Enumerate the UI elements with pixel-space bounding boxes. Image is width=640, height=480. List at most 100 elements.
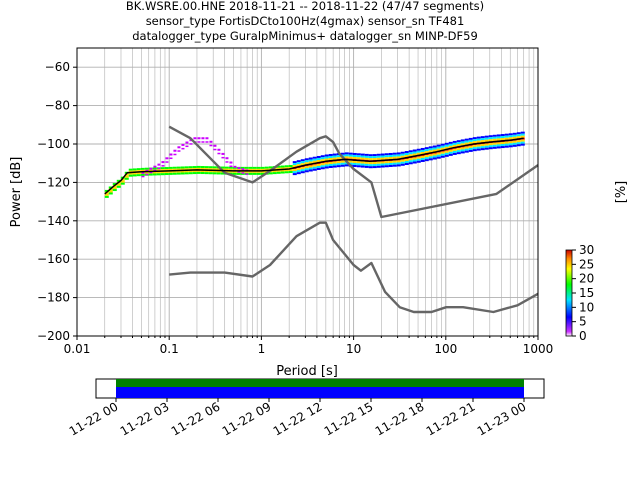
y-tick-label: −160 bbox=[37, 252, 70, 266]
pdf-cell bbox=[217, 148, 221, 151]
pdf-cell bbox=[496, 142, 501, 145]
pdf-cell bbox=[108, 190, 113, 193]
pdf-cell bbox=[128, 168, 133, 171]
pdf-cell bbox=[304, 170, 309, 173]
pdf-cell bbox=[372, 154, 377, 157]
pdf-cell bbox=[116, 183, 121, 186]
pdf-cell bbox=[516, 140, 521, 143]
pdf-cell bbox=[308, 159, 313, 162]
pdf-cell bbox=[400, 161, 405, 164]
pdf-cell bbox=[112, 183, 117, 186]
pdf-cell bbox=[312, 158, 317, 161]
pdf-cell bbox=[120, 180, 125, 183]
pdf-cell bbox=[149, 171, 153, 174]
pdf-cell bbox=[156, 169, 161, 172]
pdf-cell bbox=[436, 148, 441, 151]
pdf-cell bbox=[516, 132, 521, 135]
pdf-cell bbox=[328, 155, 333, 158]
pdf-cell bbox=[316, 155, 321, 158]
x-tick-label: 10 bbox=[346, 342, 361, 356]
pdf-cell bbox=[236, 172, 241, 175]
pdf-cell bbox=[164, 171, 169, 174]
pdf-cell bbox=[388, 160, 393, 163]
pdf-cell bbox=[176, 168, 181, 171]
pdf-cell bbox=[372, 158, 377, 161]
pdf-cell bbox=[232, 170, 237, 173]
pdf-cell bbox=[140, 173, 145, 176]
pdf-cell bbox=[452, 152, 457, 155]
pdf-cell bbox=[452, 142, 457, 145]
pdf-cell bbox=[340, 152, 345, 155]
pdf-cell bbox=[420, 149, 425, 152]
pdf-cell bbox=[336, 155, 341, 158]
pdf-cell bbox=[452, 144, 457, 147]
pdf-cell bbox=[476, 136, 481, 139]
pdf-cell bbox=[288, 168, 293, 171]
pdf-cell bbox=[276, 167, 281, 170]
pdf-cell bbox=[428, 154, 433, 157]
pdf-cell bbox=[192, 168, 197, 171]
pdf-cell bbox=[336, 157, 341, 160]
pdf-cell bbox=[156, 173, 161, 176]
pdf-cell bbox=[436, 144, 441, 147]
pdf-cell bbox=[324, 164, 329, 167]
pdf-cell bbox=[184, 168, 189, 171]
pdf-cell bbox=[476, 148, 481, 151]
pdf-cell bbox=[292, 169, 297, 172]
pdf-cell bbox=[432, 149, 437, 152]
pdf-cell bbox=[177, 150, 181, 152]
pdf-cell bbox=[308, 157, 313, 160]
pdf-cell bbox=[372, 164, 377, 167]
pdf-cell bbox=[488, 139, 493, 142]
pdf-cell bbox=[225, 157, 229, 160]
pdf-cell bbox=[140, 169, 145, 172]
pdf-cell bbox=[480, 136, 485, 139]
pdf-cell bbox=[468, 137, 473, 140]
pdf-cell bbox=[368, 158, 373, 161]
pdf-cell bbox=[360, 161, 365, 164]
pdf-cell bbox=[456, 142, 461, 145]
pdf-cell bbox=[312, 156, 317, 159]
pdf-cell bbox=[128, 170, 133, 173]
pdf-cell bbox=[372, 166, 377, 169]
pdf-cell bbox=[157, 167, 161, 170]
pdf-cell bbox=[356, 155, 361, 158]
pdf-cell bbox=[188, 166, 193, 169]
pdf-cell bbox=[256, 166, 261, 169]
pdf-cell bbox=[169, 153, 173, 156]
pdf-cell bbox=[384, 165, 389, 168]
pdf-cell bbox=[161, 161, 165, 164]
pdf-cell bbox=[424, 159, 429, 162]
pdf-cell bbox=[396, 152, 401, 155]
pdf-cell bbox=[292, 171, 297, 174]
pdf-cell bbox=[364, 161, 369, 164]
colorbar-tick-label: 0 bbox=[579, 329, 587, 343]
pdf-cell bbox=[352, 156, 357, 159]
pdf-cell bbox=[472, 147, 477, 150]
pdf-cell bbox=[212, 170, 217, 173]
pdf-cell bbox=[376, 165, 381, 168]
pdf-cell bbox=[324, 156, 329, 159]
pdf-cell bbox=[460, 139, 465, 142]
pdf-cell bbox=[248, 166, 253, 169]
pdf-cell bbox=[488, 137, 493, 140]
pdf-cell bbox=[172, 168, 177, 171]
pdf-cell bbox=[152, 167, 157, 170]
pdf-cell bbox=[204, 166, 209, 169]
pdf-cell bbox=[168, 170, 173, 173]
pdf-cell bbox=[464, 140, 469, 143]
pdf-cell bbox=[376, 155, 381, 158]
pdf-cell bbox=[145, 173, 149, 176]
pdf-cell bbox=[153, 169, 157, 172]
timeline-tick-label: 11-23 00 bbox=[475, 399, 529, 438]
pdf-cell bbox=[520, 139, 525, 142]
pdf-cell bbox=[460, 149, 465, 152]
pdf-cell bbox=[476, 144, 481, 147]
pdf-cell bbox=[300, 171, 305, 174]
pdf-cell bbox=[404, 161, 409, 164]
timeline-tick-label: 11-22 00 bbox=[67, 399, 121, 438]
pdf-cell bbox=[424, 147, 429, 150]
pdf-cell bbox=[428, 150, 433, 153]
pdf-cell bbox=[196, 171, 201, 174]
noise-model-high-line bbox=[168, 125, 539, 219]
